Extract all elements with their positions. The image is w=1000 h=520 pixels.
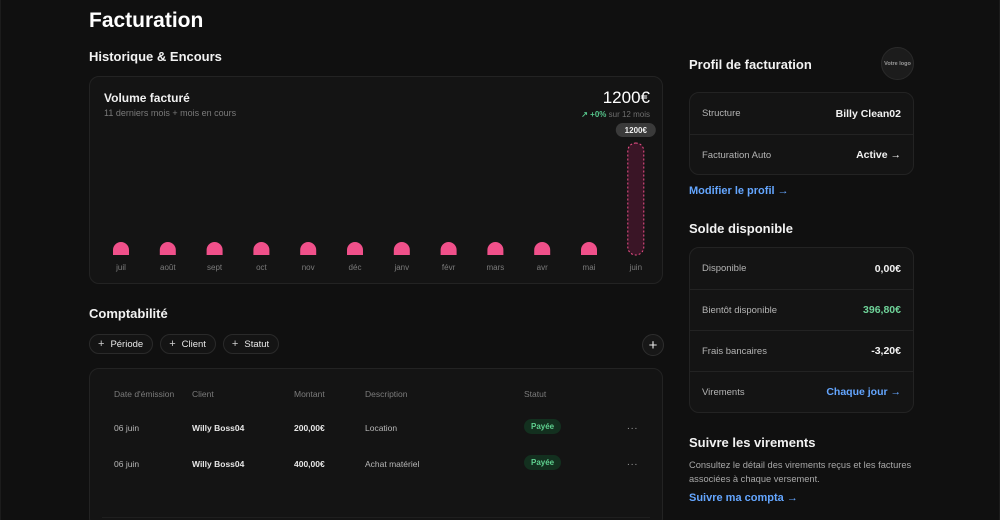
row-description: Location xyxy=(365,423,398,433)
column-header-date[interactable]: Date d'émission xyxy=(114,389,175,399)
balance-row-soon-available: Bientôt disponible 396,80€ xyxy=(690,289,913,330)
plus-icon: + xyxy=(98,338,105,350)
chart-x-tick-label: janv xyxy=(393,263,409,272)
chart-x-tick-label: juil xyxy=(115,263,126,272)
balance-row-transfers: Virements Chaque jour → xyxy=(690,371,913,412)
filter-client-chip[interactable]: + Client xyxy=(160,334,216,354)
profile-section-title: Profil de facturation xyxy=(689,57,812,72)
chart-bar[interactable] xyxy=(581,242,597,255)
chart-bar[interactable] xyxy=(487,242,504,255)
chart-bar-highlight[interactable] xyxy=(627,142,645,256)
row-label: Frais bancaires xyxy=(702,345,767,357)
chart-x-tick-label: oct xyxy=(256,263,267,272)
filter-label: Client xyxy=(181,338,206,350)
chart-bar[interactable] xyxy=(534,242,551,255)
chart-bar[interactable] xyxy=(300,242,317,255)
row-value: 396,80€ xyxy=(863,304,901,316)
chart-bar[interactable] xyxy=(113,242,129,255)
chart-x-tick-label: sept xyxy=(207,263,223,272)
filter-period-chip[interactable]: + Période xyxy=(89,334,154,354)
chart-bar[interactable] xyxy=(347,242,363,255)
chart-bar[interactable] xyxy=(206,242,223,255)
row-description: Achat matériel xyxy=(365,459,420,469)
column-header-client[interactable]: Client xyxy=(192,389,214,399)
delta-period: sur 12 mois xyxy=(608,110,650,119)
profile-card: Structure Billy Clean02 Facturation Auto… xyxy=(689,92,914,175)
row-value: -3,20€ xyxy=(871,345,901,357)
row-menu-button[interactable]: ... xyxy=(627,421,639,432)
plus-icon: + xyxy=(231,338,239,350)
row-date: 06 juin xyxy=(114,423,140,433)
balance-card: Disponible 0,00€ Bientôt disponible 396,… xyxy=(689,247,914,413)
row-date: 06 juin xyxy=(114,459,140,469)
filter-label: Période xyxy=(110,338,144,350)
row-amount: 400,00€ xyxy=(294,459,325,469)
chart-total: 1200€ xyxy=(602,88,650,107)
chart-bar[interactable] xyxy=(253,242,270,255)
status-badge: Payée xyxy=(524,419,562,434)
row-label: Structure xyxy=(702,108,741,119)
track-accounting-link[interactable]: Suivre ma compta → xyxy=(689,492,798,504)
accounting-section-title: Comptabilité xyxy=(89,306,168,321)
filter-status-chip[interactable]: + Statut xyxy=(222,334,280,354)
balance-row-available: Disponible 0,00€ xyxy=(690,248,913,289)
row-label: Facturation Auto xyxy=(702,149,772,161)
volume-bar-chart: juil août sept oct nov déc janv févr mars avr mai 1… xyxy=(113,123,656,272)
profile-row-auto-billing[interactable]: Facturation Auto Active → xyxy=(690,134,913,175)
invoices-table: Date d'émission Client Montant Descripti… xyxy=(89,368,663,520)
filter-label: Statut xyxy=(244,338,270,350)
row-menu-button[interactable]: ... xyxy=(627,457,639,468)
chart-x-tick-label: mai xyxy=(583,263,596,272)
row-client: Willy Boss04 xyxy=(192,459,245,469)
history-section-title: Historique & Encours xyxy=(89,49,222,64)
add-invoice-button[interactable]: + xyxy=(642,334,664,356)
plus-icon: + xyxy=(169,338,176,350)
delta-value: ↗ +0% xyxy=(581,110,607,119)
auto-billing-toggle[interactable]: Active → xyxy=(856,149,901,161)
edit-profile-link[interactable]: Modifier le profil → xyxy=(689,185,789,197)
chart-x-tick-label: déc xyxy=(349,263,362,272)
chart-bar[interactable] xyxy=(159,242,176,255)
chart-title: Volume facturé xyxy=(104,91,190,105)
row-value: 0,00€ xyxy=(874,262,901,275)
balance-section-title: Solde disponible xyxy=(689,221,794,236)
chart-x-tick-label: avr xyxy=(537,263,548,272)
column-header-status[interactable]: Statut xyxy=(524,389,547,399)
row-label: Disponible xyxy=(702,263,747,274)
svg-text:1200€: 1200€ xyxy=(625,126,648,135)
chart-x-tick-label: juin xyxy=(629,263,642,272)
profile-row-structure: Structure Billy Clean02 xyxy=(690,93,913,134)
row-label: Bientôt disponible xyxy=(702,304,777,316)
volume-chart-card: Volume facturé 11 derniers mois + mois e… xyxy=(89,76,663,284)
column-header-description[interactable]: Description xyxy=(365,389,408,399)
chart-delta: ↗ +0% sur 12 mois xyxy=(581,110,650,119)
row-client: Willy Boss04 xyxy=(192,423,245,433)
transfers-section-title: Suivre les virements xyxy=(689,435,816,450)
transfers-description: Consultez le détail des virements reçus … xyxy=(689,460,912,484)
row-label: Virements xyxy=(702,386,745,398)
row-amount: 200,00€ xyxy=(294,423,325,433)
column-header-amount[interactable]: Montant xyxy=(294,389,325,399)
transfer-frequency-link[interactable]: Chaque jour → xyxy=(826,386,901,398)
row-value: Billy Clean02 xyxy=(835,107,901,120)
company-logo-placeholder[interactable]: Votre logo xyxy=(881,47,914,80)
status-badge: Payée xyxy=(524,455,562,470)
chart-x-tick-label: févr xyxy=(442,263,456,272)
balance-row-bank-fees: Frais bancaires -3,20€ xyxy=(690,330,913,371)
chart-bar[interactable] xyxy=(440,242,457,255)
page-title: Facturation xyxy=(89,9,204,32)
chart-subtitle: 11 derniers mois + mois en cours xyxy=(104,108,237,118)
chart-tooltip: 1200€ xyxy=(615,123,656,137)
chart-x-tick-label: nov xyxy=(302,263,315,272)
filter-bar: + Période + Client + Statut xyxy=(89,334,280,354)
chart-x-tick-label: mars xyxy=(487,263,505,272)
table-divider xyxy=(102,517,650,518)
chart-x-tick-label: août xyxy=(160,263,176,272)
chart-bar[interactable] xyxy=(393,242,410,255)
